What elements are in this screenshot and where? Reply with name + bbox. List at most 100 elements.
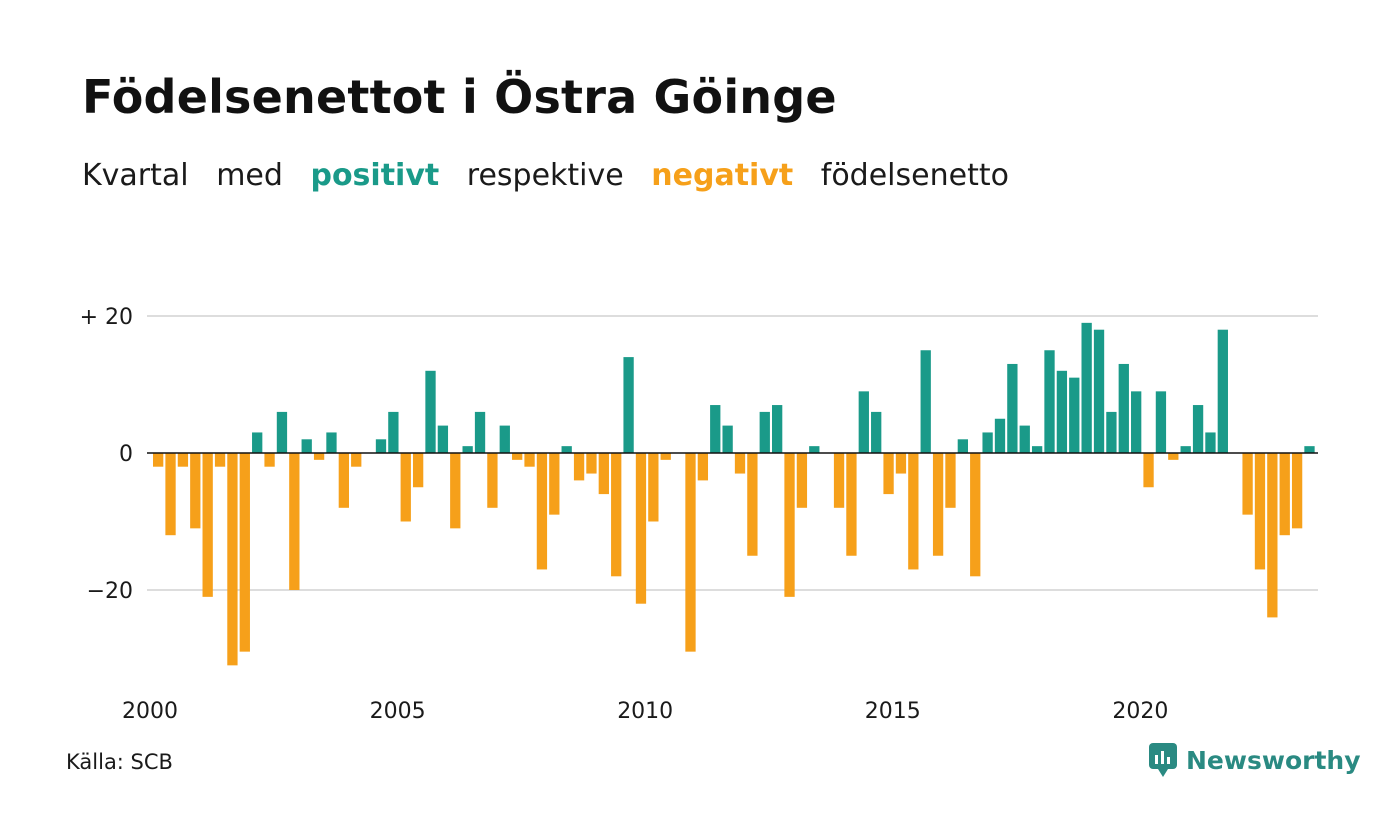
bar-positive	[1155, 391, 1167, 453]
bar-positive	[375, 439, 387, 453]
bar-positive	[1304, 446, 1315, 453]
x-tick-label: 2005	[370, 699, 426, 724]
bar-negative	[833, 453, 845, 508]
bar-negative	[648, 453, 659, 522]
bar-negative	[598, 453, 609, 495]
bar-negative	[883, 453, 894, 495]
bar-positive	[301, 439, 312, 453]
bar-positive	[388, 411, 399, 453]
bar-negative	[313, 453, 325, 460]
bar-negative	[165, 453, 176, 536]
bar-negative	[660, 453, 671, 460]
bar-positive	[1031, 446, 1043, 453]
bar-positive	[710, 405, 721, 453]
x-tick-label: 2000	[122, 699, 178, 724]
subtitle-positive-word: positivt	[310, 158, 440, 193]
bar-positive	[623, 357, 634, 453]
bar-positive	[1205, 432, 1216, 453]
brand-logo: Newsworthy	[1148, 742, 1361, 778]
bar-positive	[994, 418, 1006, 453]
bar-positive	[474, 411, 486, 453]
bar-positive	[561, 446, 572, 453]
bar-negative	[846, 453, 857, 556]
brand-name: Newsworthy	[1186, 745, 1361, 775]
newsworthy-logo-icon	[1149, 743, 1177, 777]
bar-positive	[871, 411, 882, 453]
bar-negative	[239, 453, 250, 652]
bar-positive	[1069, 377, 1080, 453]
bar-negative	[945, 453, 956, 508]
bar-positive	[462, 446, 473, 453]
bar-negative	[1254, 453, 1266, 570]
bar-negative	[586, 453, 597, 474]
bar-positive	[1019, 425, 1030, 453]
x-tick-label: 2010	[617, 699, 673, 724]
x-tick-label: 2020	[1112, 699, 1168, 724]
bar-positive	[1093, 329, 1105, 453]
bar-positive	[957, 439, 968, 453]
bar-positive	[1044, 350, 1055, 453]
bar-positive	[499, 425, 510, 453]
bar-negative	[1279, 453, 1290, 536]
chart-title: Födelsenettot i Östra Göinge	[82, 70, 837, 124]
bar-negative	[932, 453, 944, 556]
bar-negative	[1291, 453, 1303, 529]
bar-positive	[1106, 411, 1117, 453]
bar-negative	[1143, 453, 1154, 488]
bar-positive	[326, 432, 337, 453]
bar-negative	[536, 453, 548, 570]
bar-negative	[153, 453, 164, 467]
bar-positive	[252, 432, 263, 453]
source-note: Källa: SCB	[66, 750, 173, 774]
bar-positive	[982, 432, 993, 453]
x-tick-label: 2015	[865, 699, 921, 724]
bar-positive	[858, 391, 869, 453]
bar-negative	[549, 453, 560, 515]
bar-positive	[437, 425, 449, 453]
bar-negative	[1168, 453, 1179, 460]
bar-negative	[351, 453, 362, 467]
bar-negative	[970, 453, 981, 577]
bar-positive	[1007, 363, 1018, 453]
bar-positive	[772, 405, 783, 453]
subtitle-part: födelsenetto	[820, 158, 1009, 193]
bar-negative	[895, 453, 907, 474]
bar-negative	[338, 453, 349, 508]
bar-negative	[784, 453, 795, 597]
bar-negative	[400, 453, 411, 522]
bar-positive	[1131, 391, 1142, 453]
bar-negative	[264, 453, 275, 467]
bar-negative	[190, 453, 201, 529]
y-tick-label: 0	[119, 442, 133, 467]
bar-positive	[809, 446, 820, 453]
bar-positive	[1180, 446, 1191, 453]
bar-negative	[524, 453, 535, 467]
bar-positive	[1081, 322, 1092, 453]
subtitle-part: med	[216, 158, 283, 193]
bar-negative	[697, 453, 709, 481]
bar-positive	[425, 370, 436, 453]
bar-negative	[412, 453, 424, 488]
bar-positive	[1217, 329, 1228, 453]
chart-subtitle: Kvartal med positivt respektive negativt…	[82, 158, 1027, 193]
bar-positive	[1118, 363, 1129, 453]
bar-negative	[747, 453, 758, 556]
bar-negative	[227, 453, 238, 666]
bar-positive	[722, 425, 733, 453]
bar-negative	[908, 453, 919, 570]
bar-negative	[734, 453, 746, 474]
bar-negative	[635, 453, 647, 604]
bar-negative	[214, 453, 226, 467]
bar-positive	[1192, 405, 1204, 453]
bar-negative	[796, 453, 808, 508]
bar-negative	[573, 453, 585, 481]
bar-negative	[1242, 453, 1253, 515]
bar-negative	[487, 453, 498, 508]
bar-positive	[276, 411, 288, 453]
subtitle-part: Kvartal	[82, 158, 189, 193]
bar-negative	[1267, 453, 1278, 618]
y-tick-label: + 20	[80, 305, 133, 330]
bar-negative	[202, 453, 213, 597]
bar-negative	[512, 453, 523, 460]
